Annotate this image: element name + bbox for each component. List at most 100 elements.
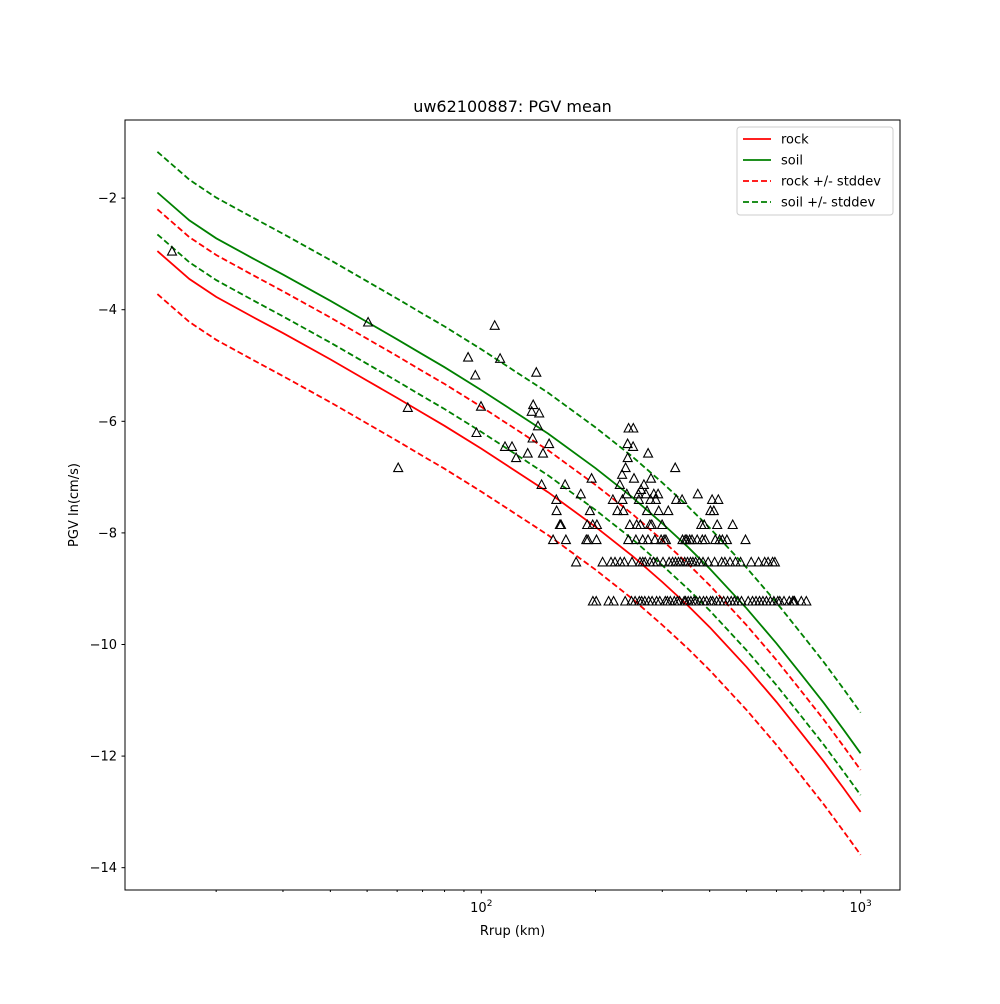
observation-marker xyxy=(778,595,790,606)
observation-marker xyxy=(800,595,812,606)
legend: rock soil rock +/- stddev soil +/- stddev xyxy=(736,126,894,216)
observation-marker xyxy=(753,556,765,567)
observation-marker xyxy=(669,461,681,473)
observation-marker xyxy=(532,420,544,431)
series-line-rock xyxy=(156,250,862,813)
observation-marker xyxy=(702,556,714,567)
observation-marker xyxy=(721,533,733,545)
observation-marker xyxy=(676,493,688,504)
observation-marker xyxy=(650,493,662,504)
observation-marker xyxy=(630,533,642,545)
observation-marker xyxy=(620,461,632,473)
observation-marker xyxy=(462,351,474,362)
x-tick-label: 102 xyxy=(470,899,492,916)
observation-marker xyxy=(644,493,656,504)
x-tick-label: 103 xyxy=(849,899,871,916)
observation-marker xyxy=(559,478,571,489)
observation-marker xyxy=(555,518,567,530)
y-tick-label: −12 xyxy=(90,750,117,765)
x-axis: 102 103 xyxy=(215,890,872,916)
legend-label: soil xyxy=(781,154,803,169)
observation-marker xyxy=(736,595,747,606)
chart-title: uw62100887: PGV mean xyxy=(413,97,612,116)
observation-marker xyxy=(634,518,646,530)
observation-marker xyxy=(591,518,603,530)
observation-marker xyxy=(611,504,623,516)
observation-marker xyxy=(637,533,649,545)
observation-marker xyxy=(745,556,757,567)
observation-marker xyxy=(614,478,626,489)
observation-marker xyxy=(657,556,669,567)
observation-marker xyxy=(586,472,598,483)
observation-marker xyxy=(692,488,704,499)
y-tick-label: −14 xyxy=(90,861,117,876)
observation-marker xyxy=(533,407,545,418)
y-tick-label: −2 xyxy=(98,192,117,207)
observation-marker xyxy=(619,595,631,606)
observation-marker xyxy=(527,432,539,443)
observation-marker xyxy=(570,556,582,567)
series-line-band-3 xyxy=(156,293,862,856)
observation-marker xyxy=(550,493,562,504)
observation-marker xyxy=(560,533,572,545)
observation-marker xyxy=(543,437,555,449)
observation-marker xyxy=(166,245,178,256)
observation-marker xyxy=(652,488,664,499)
observation-marker xyxy=(597,556,609,567)
observation-marker xyxy=(471,426,482,438)
observation-marker xyxy=(708,504,720,516)
x-axis-label: Rrup (km) xyxy=(480,924,545,939)
observation-marker xyxy=(590,595,602,606)
observation-marker xyxy=(522,447,534,458)
observation-marker xyxy=(510,451,522,463)
observation-marker xyxy=(660,533,672,545)
observation-marker xyxy=(698,518,710,530)
observation-marker xyxy=(670,493,682,504)
observation-marker xyxy=(402,401,414,412)
observation-marker xyxy=(645,472,657,483)
observation-marker xyxy=(392,461,404,473)
observation-marker xyxy=(527,398,539,410)
series-line-soil xyxy=(156,191,862,754)
legend-box xyxy=(736,126,894,216)
observation-marker xyxy=(727,518,739,530)
observation-marker xyxy=(646,518,658,530)
observation-marker xyxy=(642,447,654,458)
observation-marker xyxy=(547,533,559,545)
observation-marker xyxy=(537,447,549,458)
observation-marker xyxy=(494,352,506,363)
observation-marker xyxy=(469,369,481,380)
observation-marker xyxy=(635,483,647,494)
observation-marker xyxy=(654,595,666,606)
observation-marker xyxy=(662,504,674,516)
observation-marker xyxy=(362,316,374,327)
observation-marker xyxy=(621,488,633,499)
observation-marker xyxy=(616,468,628,479)
observation-marker xyxy=(530,366,542,377)
observation-marker xyxy=(735,556,747,567)
observation-marker xyxy=(617,504,629,516)
observation-marker xyxy=(584,504,596,516)
y-axis: −2 −4 −6 −8 −10 −12 −14 xyxy=(90,192,125,876)
observation-marker xyxy=(653,504,665,516)
observation-marker xyxy=(706,493,718,504)
observation-marker xyxy=(489,319,501,330)
observation-marker xyxy=(607,493,619,504)
plot-frame xyxy=(124,119,901,891)
series-line-band-5 xyxy=(156,233,862,796)
observation-marker xyxy=(640,488,652,499)
observation-marker xyxy=(622,437,634,449)
observation-marker xyxy=(769,556,781,567)
legend-label: rock xyxy=(781,133,809,148)
observation-marker xyxy=(651,556,663,567)
observation-marker xyxy=(712,493,724,504)
observation-marker xyxy=(591,533,602,545)
legend-label: soil +/- stddev xyxy=(781,196,876,211)
y-axis-label: PGV ln(cm/s) xyxy=(67,463,82,547)
observation-marker xyxy=(626,556,638,567)
observation-marker xyxy=(656,518,668,530)
observation-marker xyxy=(475,400,487,411)
y-tick-label: −6 xyxy=(98,415,117,430)
observation-marker xyxy=(536,478,548,489)
